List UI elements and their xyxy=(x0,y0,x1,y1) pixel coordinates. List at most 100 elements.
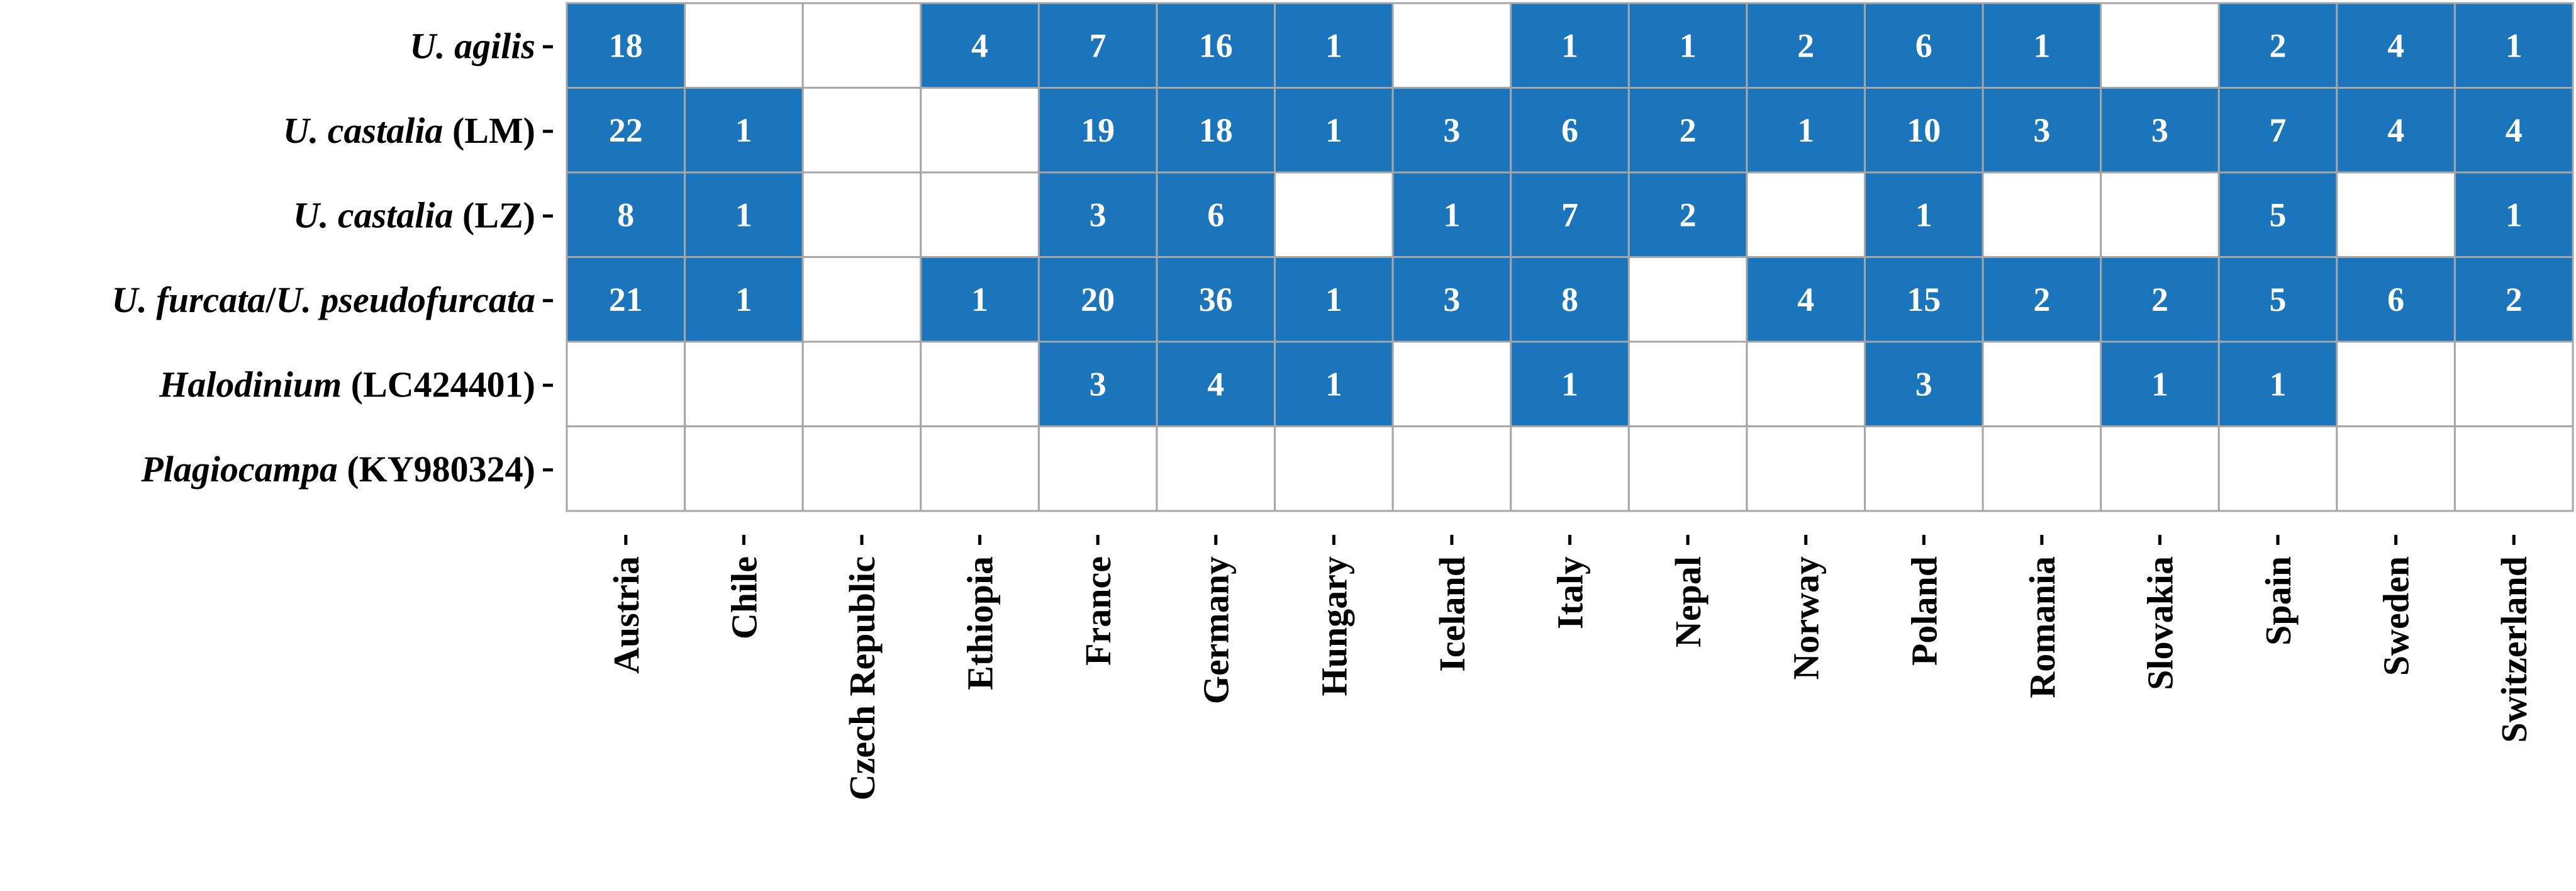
cell-label: 1 xyxy=(735,196,752,233)
cell xyxy=(1156,87,1276,174)
cell xyxy=(920,425,1040,512)
row-label-part: (KY980324) xyxy=(338,449,535,490)
cell-label: 5 xyxy=(2270,281,2287,318)
cell xyxy=(2453,256,2574,343)
cell xyxy=(566,171,686,258)
cell-label: 8 xyxy=(1561,281,1578,318)
cell xyxy=(2100,425,2220,512)
row-label: Halodinium (LC424401) xyxy=(159,364,535,405)
cell-label: 3 xyxy=(1443,111,1460,149)
cell xyxy=(1746,340,1866,427)
row-label-part: U. furcata xyxy=(112,279,266,320)
cell xyxy=(1274,171,1394,258)
cell-label: 1 xyxy=(1915,196,1932,233)
cell xyxy=(684,425,804,512)
cell-label: 5 xyxy=(2270,196,2287,233)
cell-label: 1 xyxy=(1561,365,1578,403)
cell xyxy=(920,171,1040,258)
cell xyxy=(2217,171,2338,258)
cell-label: 3 xyxy=(1090,196,1107,233)
cell xyxy=(2453,87,2574,174)
cell xyxy=(2336,171,2456,258)
cell-label: 16 xyxy=(1199,26,1233,64)
column-label: Poland xyxy=(1904,556,1944,666)
row-label-part: U. pseudofurcata xyxy=(276,279,535,320)
column-label: Italy xyxy=(1550,556,1591,629)
cell-label: 3 xyxy=(1915,365,1932,403)
cell xyxy=(1510,256,1630,343)
cell xyxy=(1982,171,2102,258)
cell-label: 1 xyxy=(735,111,752,149)
cell-label: 19 xyxy=(1081,111,1115,149)
cell xyxy=(1982,340,2102,427)
cell-label: 8 xyxy=(617,196,634,233)
cell xyxy=(1156,340,1276,427)
cell xyxy=(1510,425,1630,512)
column-label: Sweden xyxy=(2376,556,2417,676)
cell xyxy=(1037,256,1158,343)
cell xyxy=(920,2,1040,89)
cell-label: 3 xyxy=(2151,111,2168,149)
column-label: Norway xyxy=(1786,556,1827,680)
row-label-part: (LM) xyxy=(443,110,535,151)
cell-label: 1 xyxy=(2270,365,2287,403)
cell-label: 2 xyxy=(2033,281,2050,318)
cell xyxy=(2336,340,2456,427)
cell xyxy=(1156,425,1276,512)
cell xyxy=(1746,256,1866,343)
cell-label: 1 xyxy=(735,281,752,318)
cell-label: 1 xyxy=(1797,111,1814,149)
cell-label: 4 xyxy=(971,26,988,64)
cell xyxy=(566,2,686,89)
cell-label: 6 xyxy=(1561,111,1578,149)
cell xyxy=(2453,340,2574,427)
column-label: Czech Republic xyxy=(842,556,883,800)
cell xyxy=(1510,2,1630,89)
cell-label: 3 xyxy=(1090,365,1107,403)
cell-label: 15 xyxy=(1907,281,1941,318)
cell xyxy=(1746,87,1866,174)
cell-label: 6 xyxy=(1915,26,1932,64)
cell-label: 1 xyxy=(1561,26,1578,64)
cell xyxy=(566,256,686,343)
cell xyxy=(1982,256,2102,343)
cell xyxy=(2336,425,2456,512)
cell xyxy=(1037,425,1158,512)
cell-label: 2 xyxy=(1680,196,1697,233)
cell-label: 3 xyxy=(2033,111,2050,149)
cell xyxy=(2217,425,2338,512)
cell-label: 4 xyxy=(2387,111,2404,149)
cell-label: 7 xyxy=(1561,196,1578,233)
cell xyxy=(566,425,686,512)
cell xyxy=(2100,171,2220,258)
cell-label: 10 xyxy=(1907,111,1941,149)
cell xyxy=(920,87,1040,174)
cell-label: 2 xyxy=(2506,281,2523,318)
cell xyxy=(684,256,804,343)
cell xyxy=(1746,425,1866,512)
cell xyxy=(1863,256,1984,343)
cell-label: 2 xyxy=(2151,281,2168,318)
cell-label: 7 xyxy=(1090,26,1107,64)
cell-label: 1 xyxy=(1325,281,1342,318)
cell xyxy=(684,2,804,89)
cell-label: 20 xyxy=(1081,281,1115,318)
cell xyxy=(1746,171,1866,258)
row-label: U. castalia (LM) xyxy=(283,110,535,151)
cell xyxy=(801,425,922,512)
cell xyxy=(1627,256,1748,343)
cell xyxy=(1391,87,1512,174)
cell xyxy=(1037,87,1158,174)
row-label-part: U. castalia xyxy=(283,110,443,151)
cell xyxy=(2100,256,2220,343)
cell xyxy=(2336,87,2456,174)
cell xyxy=(1391,340,1512,427)
cell-label: 4 xyxy=(1207,365,1224,403)
cell xyxy=(2336,2,2456,89)
cell xyxy=(920,340,1040,427)
column-label: France xyxy=(1078,556,1118,666)
column-label: Germany xyxy=(1196,556,1237,704)
row-label-part: Plagiocampa xyxy=(140,449,338,490)
cell xyxy=(1274,87,1394,174)
